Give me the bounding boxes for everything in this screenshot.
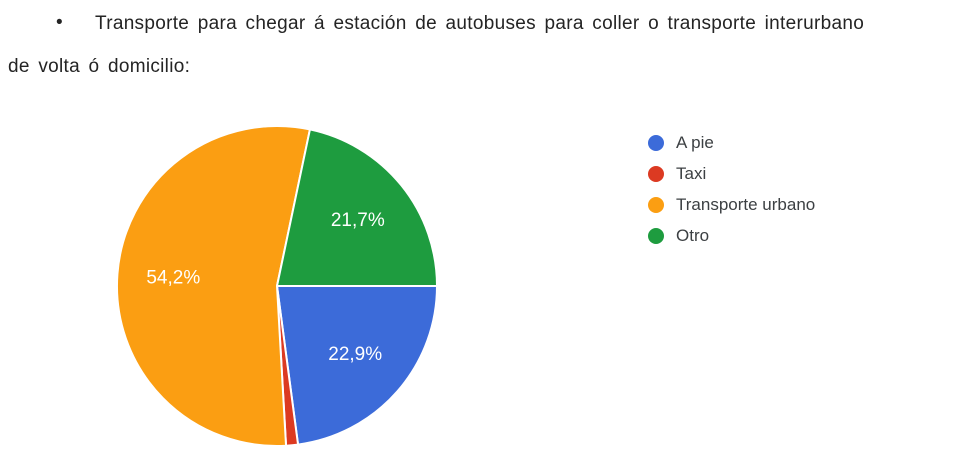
pie-chart: 22,9% 54,2% 21,7% [115,124,439,448]
legend-label-a-pie: A pie [676,132,714,152]
chart-legend: A pie Taxi Transporte urbano Otro [648,127,815,251]
legend-item-transporte-urbano: Transporte urbano [648,189,815,220]
legend-label-taxi: Taxi [676,163,707,183]
legend-swatch-transporte-urbano [648,196,664,213]
legend-label-transporte-urbano: Transporte urbano [676,194,816,214]
legend-swatch-a-pie [648,134,664,151]
caption-line-2: de volta ó domicilio: [8,56,191,77]
legend-swatch-otro [648,227,664,244]
pie-slice-label-transporte-urbano: 54,2% [146,268,200,289]
pie-slice-label-a-pie: 22,9% [328,344,382,365]
legend-item-a-pie: A pie [648,127,815,158]
list-bullet: • [56,12,63,33]
pie-slice-transporte-urbano [115,125,311,447]
legend-label-otro: Otro [676,225,710,245]
legend-item-otro: Otro [648,220,815,251]
caption-line-1: Transporte para chegar á estación de aut… [95,13,865,34]
pie-slice-a-pie [276,285,438,446]
pie-slice-label-otro: 21,7% [331,210,385,231]
pie-slice-otro [276,128,438,287]
legend-swatch-taxi [648,165,664,182]
legend-item-taxi: Taxi [648,158,815,189]
